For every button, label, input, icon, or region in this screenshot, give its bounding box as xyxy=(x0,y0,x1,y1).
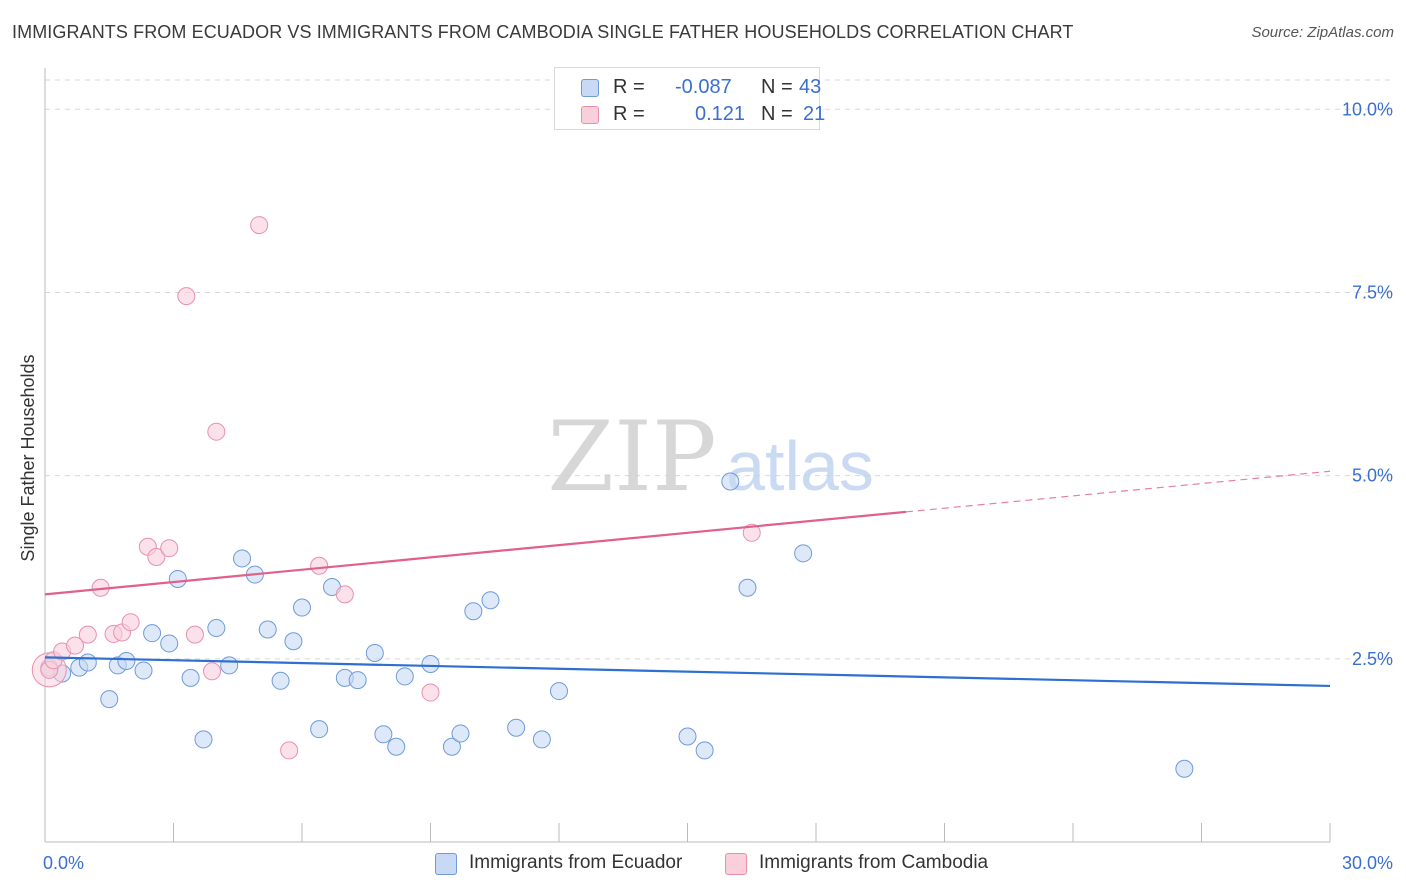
cambodia-trend-extension xyxy=(905,470,1331,513)
ecuador-point xyxy=(464,602,483,621)
ecuador-n-value: 43 xyxy=(799,76,822,98)
ecuador-point xyxy=(387,737,406,756)
tick-labels: 2.5% 5.0% 7.5% 10.0% 0.0% 30.0% xyxy=(43,99,1393,873)
cambodia-legend-label: Immigrants from Cambodia xyxy=(759,852,989,873)
ecuador-point xyxy=(284,632,303,651)
ecuador-swatch xyxy=(581,79,599,97)
ecuador-point xyxy=(374,725,393,744)
series-ecuador-points xyxy=(40,472,1194,778)
ecuador-point xyxy=(507,718,526,737)
ecuador-point xyxy=(481,591,500,610)
cambodia-point xyxy=(185,625,204,644)
ecuador-point xyxy=(310,720,329,739)
watermark-atlas: atlas xyxy=(726,427,874,505)
ecuador-legend-swatch xyxy=(435,853,457,875)
cambodia-n-value: 21 xyxy=(803,103,826,125)
cambodia-point xyxy=(335,585,354,604)
cambodia-point xyxy=(147,547,166,566)
watermark-zip: ZIP xyxy=(547,401,716,513)
x-tick-label: 30.0% xyxy=(1342,853,1393,873)
y-tick-label: 7.5% xyxy=(1352,282,1393,302)
source-credit: Source: ZipAtlas.com xyxy=(1251,24,1394,41)
ecuador-point xyxy=(134,661,153,680)
y-tick-label: 5.0% xyxy=(1352,466,1393,486)
ecuador-point xyxy=(181,668,200,687)
cambodia-trend-line xyxy=(44,510,907,596)
watermark: ZIP atlas xyxy=(547,401,874,513)
cambodia-point xyxy=(310,556,329,575)
cambodia-point xyxy=(203,662,222,681)
r-label: R = xyxy=(613,103,645,125)
ecuador-r-value: -0.087 xyxy=(675,76,732,98)
ecuador-point xyxy=(550,682,568,701)
ecuador-point xyxy=(271,671,290,690)
ecuador-point xyxy=(442,737,461,756)
cambodia-legend-swatch xyxy=(725,853,747,875)
cambodia-point xyxy=(421,683,440,702)
ecuador-point xyxy=(532,730,551,749)
ecuador-point xyxy=(794,544,813,563)
cambodia-point xyxy=(250,216,269,235)
cambodia-point xyxy=(177,287,196,306)
cambodia-point xyxy=(65,636,84,655)
ecuador-point xyxy=(207,619,226,638)
cambodia-point xyxy=(121,613,140,632)
trend-lines xyxy=(44,470,1331,688)
cambodia-point xyxy=(280,741,299,760)
cambodia-point xyxy=(742,523,761,542)
ecuador-point xyxy=(220,656,239,675)
ecuador-point xyxy=(143,624,162,643)
ecuador-point xyxy=(451,724,470,743)
ecuador-point xyxy=(738,578,757,597)
ecuador-point xyxy=(100,690,119,709)
ecuador-point xyxy=(117,652,136,671)
ecuador-point xyxy=(194,730,213,749)
ecuador-trend-line xyxy=(44,656,1331,688)
y-tick-label: 10.0% xyxy=(1342,99,1393,119)
ecuador-point xyxy=(160,634,179,653)
ecuador-point xyxy=(78,653,97,672)
ecuador-point xyxy=(695,741,714,760)
ecuador-point xyxy=(678,727,697,746)
cambodia-point xyxy=(78,625,97,644)
y-axis-label: Single Father Households xyxy=(18,354,38,561)
ecuador-point xyxy=(258,620,277,639)
axes xyxy=(44,68,1331,843)
n-label: N = xyxy=(761,76,793,98)
ecuador-point xyxy=(421,654,440,673)
ecuador-point xyxy=(395,667,414,686)
r-label: R = xyxy=(613,76,645,98)
cambodia-swatch xyxy=(581,106,599,124)
ecuador-point xyxy=(1175,759,1194,778)
series-cambodia-points xyxy=(31,216,761,760)
ecuador-point xyxy=(168,569,187,588)
cambodia-point xyxy=(160,539,179,558)
cambodia-r-value: 0.121 xyxy=(695,103,746,125)
ecuador-point xyxy=(721,472,740,491)
ecuador-point xyxy=(365,643,384,662)
cambodia-point xyxy=(207,422,226,441)
chart-title: IMMIGRANTS FROM ECUADOR VS IMMIGRANTS FR… xyxy=(12,22,1074,42)
y-tick-label: 2.5% xyxy=(1352,649,1393,669)
x-tick-label: 0.0% xyxy=(43,853,84,873)
ecuador-legend-label: Immigrants from Ecuador xyxy=(469,852,683,873)
ecuador-point xyxy=(348,671,367,690)
ecuador-point xyxy=(233,549,252,568)
n-label: N = xyxy=(761,103,793,125)
ecuador-point xyxy=(293,598,311,617)
stats-legend: R = -0.087 N = 43 R = 0.121 N = 21 xyxy=(554,67,825,130)
